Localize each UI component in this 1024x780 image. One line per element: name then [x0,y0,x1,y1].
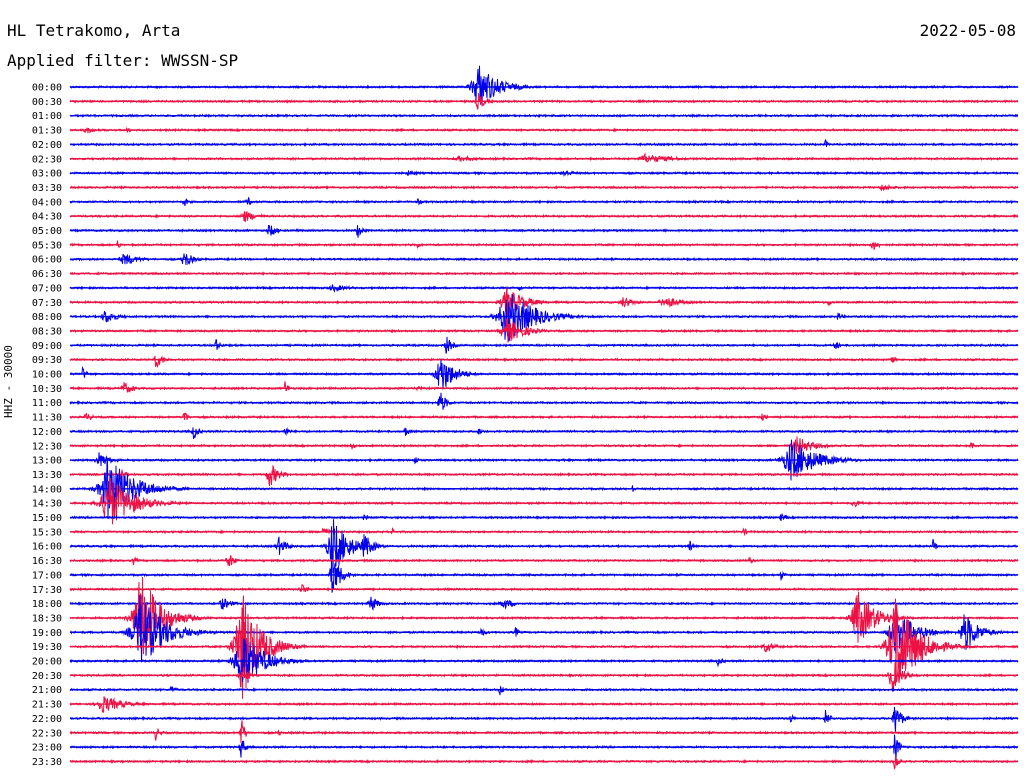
trace-line [69,113,1019,119]
row-time-label: 22:30 [32,728,62,739]
trace-line [69,595,1019,663]
row-time-label: 10:30 [32,384,62,395]
row-time-label: 11:00 [32,398,62,409]
station-title: HL Tetrakomo, Arta [7,21,181,40]
row-time-label: 23:00 [32,743,62,754]
trace-line [69,685,1019,696]
row-time-label: 18:30 [32,613,62,624]
row-time-label: 03:00 [32,169,62,180]
row-time-label: 14:00 [32,484,62,495]
row-time-label: 08:30 [32,326,62,337]
trace-line [69,560,1019,593]
trace-line [69,225,1019,238]
row-time-label: 00:30 [32,97,62,108]
trace-line [69,355,1019,369]
row-time-label: 01:30 [32,126,62,137]
row-time-label: 08:00 [32,312,62,323]
trace-line [69,756,1019,770]
trace-line [69,706,1019,732]
row-time-label: 12:30 [32,441,62,452]
row-time-label: 11:30 [32,413,62,424]
row-time-label: 15:30 [32,527,62,538]
row-time-label: 01:00 [32,111,62,122]
row-time-label: 14:30 [32,499,62,510]
row-time-label: 23:30 [32,757,62,768]
row-time-label: 13:30 [32,470,62,481]
row-time-label: 07:00 [32,283,62,294]
row-time-label: 06:00 [32,255,62,266]
row-time-label: 04:30 [32,212,62,223]
trace-line [69,392,1019,410]
row-time-label: 22:00 [32,714,62,725]
row-time-label: 16:30 [32,556,62,567]
row-time-label: 03:30 [32,183,62,194]
row-time-label: 17:30 [32,585,62,596]
row-time-label: 00:00 [32,83,62,94]
row-time-label: 18:00 [32,599,62,610]
trace-line [69,720,1019,743]
trace-line [70,152,1019,163]
row-time-label: 20:00 [32,657,62,668]
row-time-label: 20:30 [32,671,62,682]
row-time-label: 19:00 [32,628,62,639]
row-time-label: 10:00 [32,370,62,381]
row-time-label: 21:00 [32,685,62,696]
trace-line [69,138,1019,147]
trace-line [69,427,1019,440]
row-time-label: 13:00 [32,456,62,467]
row-time-label: 02:00 [32,140,62,151]
row-time-label: 09:00 [32,341,62,352]
row-time-label: 05:30 [32,240,62,251]
row-time-label: 06:30 [32,269,62,280]
row-time-label: 07:30 [32,298,62,309]
row-time-label: 16:00 [32,542,62,553]
row-time-label: 02:30 [32,154,62,165]
row-time-label: 04:00 [32,197,62,208]
row-time-label: 21:30 [32,700,62,711]
trace-line [69,584,1019,593]
row-time-label: 15:00 [32,513,62,524]
row-time-label: 19:30 [32,642,62,653]
row-time-label: 09:30 [32,355,62,366]
trace-line [69,464,1019,487]
trace-line [69,65,1019,107]
row-time-label: 17:00 [32,570,62,581]
row-time-label: 05:00 [32,226,62,237]
trace-line [69,662,1018,692]
filter-label: Applied filter: WWSSN-SP [7,51,239,70]
date-label: 2022-05-08 [919,21,1016,40]
trace-line [69,381,1019,393]
row-time-label: 12:00 [32,427,62,438]
